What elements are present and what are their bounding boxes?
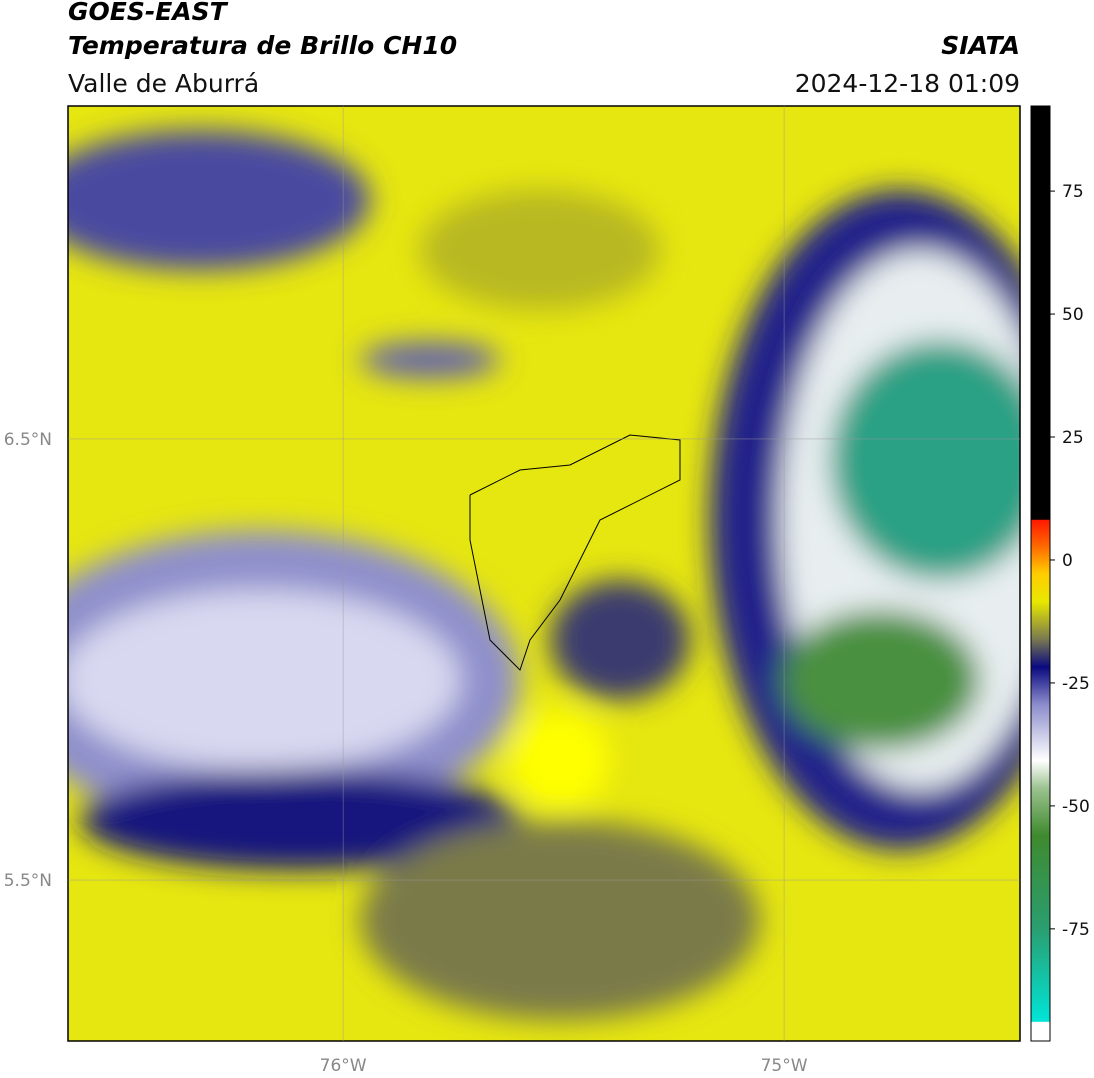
title: GOES-EAST bbox=[68, 0, 229, 26]
colorbar bbox=[1030, 105, 1051, 1042]
colorbar-label: -25 bbox=[1062, 674, 1090, 694]
colorbar-label: -75 bbox=[1062, 920, 1090, 940]
lon-label: 76°W bbox=[320, 1056, 367, 1076]
timestamp: 2024-12-18 01:09 bbox=[795, 69, 1020, 98]
colorbar-label: 0 bbox=[1062, 551, 1073, 571]
lat-label: 6.5°N bbox=[4, 430, 52, 450]
lat-label: 5.5°N bbox=[4, 871, 52, 891]
colorbar-label: -50 bbox=[1062, 797, 1090, 817]
colorbar-label: 75 bbox=[1062, 182, 1084, 202]
map-frame bbox=[67, 105, 1021, 1042]
source: SIATA bbox=[941, 31, 1020, 60]
region: Valle de Aburrá bbox=[68, 69, 259, 98]
colorbar-label: 50 bbox=[1062, 305, 1084, 325]
subtitle: Temperatura de Brillo CH10 bbox=[68, 31, 457, 60]
lon-label: 75°W bbox=[761, 1056, 808, 1076]
colorbar-label: 25 bbox=[1062, 428, 1084, 448]
satellite-image bbox=[68, 106, 1020, 1041]
